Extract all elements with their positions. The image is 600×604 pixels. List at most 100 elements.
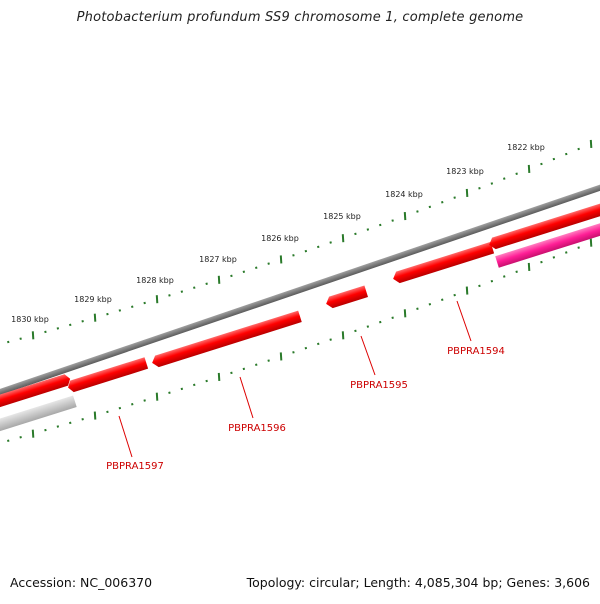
scale-tick (589, 238, 593, 247)
scale-tick (552, 157, 556, 161)
scale-ticks (7, 139, 593, 344)
scale-label: 1827 kbp (199, 255, 237, 264)
scale-tick (503, 275, 506, 278)
scale-tick (304, 249, 308, 253)
scale-tick (279, 255, 283, 264)
scale-tick (205, 379, 208, 383)
scale-tick (19, 436, 22, 439)
gene-label-pbpra1595[interactable]: PBPRA1595 (350, 380, 408, 391)
scale-tick (416, 307, 419, 311)
scale-tick (577, 246, 580, 249)
scale-tick (354, 329, 357, 333)
scale-tick (577, 147, 580, 151)
scale-tick (317, 245, 320, 249)
scale-tick (465, 286, 469, 295)
scale-tick (490, 279, 494, 283)
scale-tick (155, 392, 159, 401)
scale-tick (81, 320, 84, 323)
scale-tick (31, 429, 35, 438)
scale-tick (391, 219, 394, 222)
scale-tick (69, 421, 72, 425)
scale-tick (44, 428, 47, 432)
scale-tick (242, 270, 246, 274)
scale-label: 1822 kbp (507, 143, 545, 152)
scale-tick (106, 312, 109, 316)
scale-tick (527, 164, 531, 173)
gene-feature-pbpra1595[interactable] (324, 285, 368, 310)
scale-tick (515, 172, 518, 176)
pink-feature[interactable] (495, 218, 600, 268)
scale-tick (81, 418, 84, 421)
scale-tick (168, 294, 171, 297)
scale-tick (230, 371, 233, 375)
scale-label: 1826 kbp (261, 234, 299, 243)
scale-tick (279, 352, 283, 361)
scale-tick (7, 439, 10, 442)
scale-tick (118, 406, 122, 410)
gene-feature[interactable] (66, 357, 149, 393)
scale-tick (267, 262, 270, 265)
scale-tick (503, 177, 506, 180)
scale-tick (478, 186, 481, 190)
scale-tick (354, 232, 357, 236)
scale-tick (490, 182, 494, 185)
scale-tick (478, 284, 481, 288)
scale-tick (304, 346, 308, 350)
scale-tick (428, 303, 432, 306)
scale-tick (565, 251, 568, 254)
scale-label: 1823 kbp (446, 167, 484, 176)
gene-feature-pbpra1594[interactable] (391, 241, 495, 285)
scale-tick (565, 152, 568, 156)
scale-tick (465, 188, 469, 198)
scale-tick (180, 290, 184, 293)
grey-feature[interactable] (0, 395, 77, 434)
accession-text: Accession: NC_006370 (10, 575, 153, 590)
scale-tick (403, 211, 407, 221)
scale-tick (540, 260, 543, 264)
scale-tick (93, 411, 97, 420)
scale-tick (168, 391, 171, 395)
genome-title: Photobacterium profundum SS9 chromosome … (76, 10, 524, 25)
gene-label-group: PBPRA1594 PBPRA1595 PBPRA1596 PBPRA1597 (106, 300, 505, 472)
scale-tick (391, 316, 394, 319)
scale-tick (193, 286, 196, 289)
scale-label: 1825 kbp (323, 212, 361, 221)
scale-tick (515, 270, 518, 273)
scale-tick (292, 254, 295, 257)
scale-tick (329, 338, 332, 341)
scale-tick (56, 327, 60, 330)
lower-scale-ticks (7, 238, 593, 442)
scale-tick (131, 403, 134, 406)
scale-tick (589, 139, 593, 149)
scale-label: 1829 kbp (74, 295, 112, 304)
scale-tick (267, 359, 270, 362)
scale-tick (341, 234, 345, 243)
scale-tick (379, 223, 382, 227)
scale-labels: 1830 kbp 1829 kbp 1828 kbp 1827 kbp 1826 kbp… (11, 143, 545, 324)
scale-tick (416, 210, 419, 213)
scale-tick (242, 367, 246, 371)
gene-label-pbpra1597[interactable]: PBPRA1597 (106, 461, 164, 472)
scale-tick (143, 301, 146, 305)
scale-tick (69, 323, 72, 327)
scale-tick (441, 298, 444, 301)
scale-tick (329, 241, 332, 244)
scale-tick (255, 266, 258, 269)
gene-feature[interactable] (0, 373, 72, 410)
scale-label: 1828 kbp (136, 276, 174, 285)
scale-tick (31, 331, 35, 340)
gene-label-pbpra1596[interactable]: PBPRA1596 (228, 423, 286, 434)
scale-tick (366, 325, 370, 328)
scale-tick (143, 399, 146, 402)
chromosome-backbone (0, 166, 600, 399)
scale-tick (453, 196, 456, 199)
gene-label-pbpra1594[interactable]: PBPRA1594 (447, 346, 505, 357)
gene-feature-pbpra1596[interactable] (150, 310, 302, 369)
gene-feature[interactable] (487, 200, 600, 251)
genome-stats: Topology: circular; Length: 4,085,304 bp… (246, 575, 590, 590)
scale-tick (379, 320, 382, 324)
scale-tick (317, 342, 320, 346)
scale-tick (428, 205, 432, 209)
